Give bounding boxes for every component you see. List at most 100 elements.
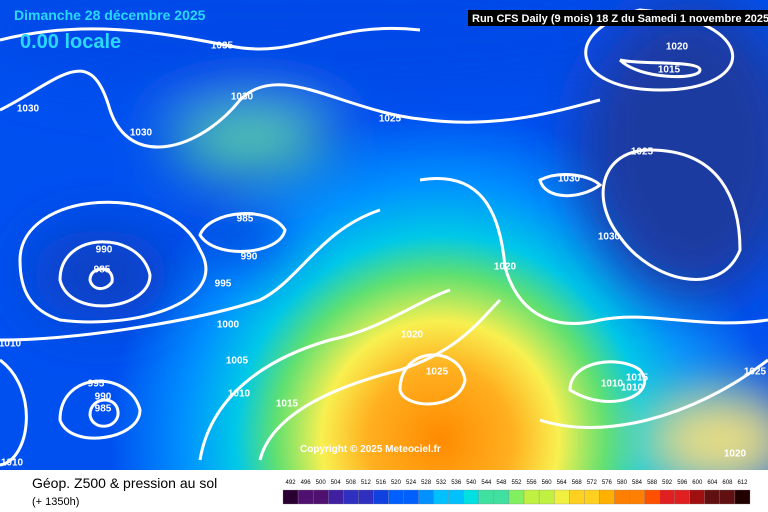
isobar-label: 1030 (17, 104, 40, 115)
isobar-label: 990 (96, 245, 113, 256)
isobar-label: 1025 (631, 147, 654, 158)
scale-cell (554, 489, 570, 505)
scale-cell (569, 489, 585, 505)
scale-label: 532 (436, 480, 447, 486)
isobar-label: 1015 (658, 65, 681, 76)
copyright: Copyright © 2025 Meteociel.fr (300, 444, 441, 455)
isobar-label: 995 (215, 279, 232, 290)
scale-label: 560 (542, 480, 553, 486)
field (0, 0, 768, 470)
scale-label: 576 (602, 480, 613, 486)
scale-label: 496 (301, 480, 312, 486)
scale-label: 584 (632, 480, 643, 486)
isobar-label: 1020 (401, 330, 424, 341)
isobar-label: 1035 (211, 41, 234, 52)
isobar-label: 1020 (666, 42, 689, 53)
scale-label: 512 (361, 480, 372, 486)
scale-label: 544 (481, 480, 492, 486)
scale-label: 524 (406, 480, 417, 486)
isobar-label: 995 (88, 379, 105, 390)
scale-label: 520 (391, 480, 402, 486)
scale-label: 600 (692, 480, 703, 486)
run-info: Run CFS Daily (9 mois) 18 Z du Samedi 1 … (472, 13, 768, 25)
scale-cell (358, 489, 374, 505)
isobar-label: 1025 (379, 114, 402, 125)
scale-label: 596 (677, 480, 688, 486)
scale-label: 504 (331, 480, 342, 486)
isobar-label: 1015 (626, 373, 649, 384)
scale-cell (343, 489, 359, 505)
scale-cell (584, 489, 600, 505)
scale-cell (523, 489, 540, 505)
date-title: Dimanche 28 décembre 2025 (14, 7, 206, 23)
isobar-label: 1025 (744, 367, 767, 378)
isobar-label: 990 (95, 392, 112, 403)
isobar-label: 1015 (276, 399, 299, 410)
scale-cell (418, 489, 434, 505)
scale-cell (478, 489, 495, 505)
scale-label: 564 (557, 480, 568, 486)
scale-cell (312, 489, 329, 505)
isobar-label: 1020 (494, 262, 517, 273)
scale-label: 536 (451, 480, 462, 486)
scale-label: 528 (421, 480, 432, 486)
scale-cell (433, 489, 449, 505)
scale-label: 508 (346, 480, 357, 486)
scale-cell (282, 489, 299, 505)
scale-label: 580 (617, 480, 628, 486)
scale-cell (493, 489, 510, 505)
isobar-label: 1030 (130, 128, 153, 139)
scale-label: 516 (376, 480, 387, 486)
scale-label: 548 (496, 480, 507, 486)
scale-label: 556 (527, 480, 538, 486)
scale-label: 500 (316, 480, 327, 486)
scale-cell (704, 489, 721, 505)
isobar-label: 1010 (0, 339, 22, 350)
scale-label: 608 (722, 480, 733, 486)
isobar-label: 1020 (724, 449, 747, 460)
isobar-label: 1000 (217, 320, 240, 331)
isobar-label: 1010 (228, 389, 251, 400)
scale-cell (719, 489, 736, 505)
scale-cell (373, 489, 389, 505)
scale-label: 604 (707, 480, 718, 486)
scale-cell (734, 489, 751, 505)
isobar-label: 1010 (1, 458, 24, 469)
legend-lead: (+ 1350h) (32, 496, 79, 508)
scale-label: 552 (511, 480, 522, 486)
scale-cell (614, 489, 630, 505)
scale-cell (629, 489, 645, 505)
isobar-label: 1030 (558, 174, 581, 185)
scale-label: 592 (662, 480, 673, 486)
isobar-label: 1030 (598, 232, 621, 243)
local-time: 0.00 locale (20, 31, 121, 53)
scale-cell (297, 489, 314, 505)
scale-label: 492 (286, 480, 297, 486)
scale-cell (599, 489, 615, 505)
scale-label: 540 (466, 480, 477, 486)
isobar-label: 985 (95, 404, 112, 415)
isobar-label: 1010 (601, 379, 624, 390)
scale-cell (328, 489, 344, 505)
scale-cell (644, 489, 660, 505)
scale-cell (448, 489, 464, 505)
scale-label: 588 (647, 480, 658, 486)
scale-label: 568 (572, 480, 583, 486)
scale-cell (674, 489, 690, 505)
run-box (468, 10, 768, 26)
scale-cell (689, 489, 705, 505)
isobar-label: 985 (237, 214, 254, 225)
legend-title: Géop. Z500 & pression au sol (32, 475, 217, 491)
scale-cell (659, 489, 675, 505)
scale-cell (538, 489, 555, 505)
isobar-label: 985 (94, 265, 111, 276)
scale-cell (403, 489, 419, 505)
isobar-label: 1030 (231, 92, 254, 103)
scale-cell (508, 489, 525, 505)
scale-label: 572 (587, 480, 598, 486)
isobar-label: 1025 (426, 367, 449, 378)
scale-label: 612 (737, 480, 748, 486)
isobar-label: 1005 (226, 356, 249, 367)
scale-cell (388, 489, 404, 505)
scale-cell (463, 489, 479, 505)
